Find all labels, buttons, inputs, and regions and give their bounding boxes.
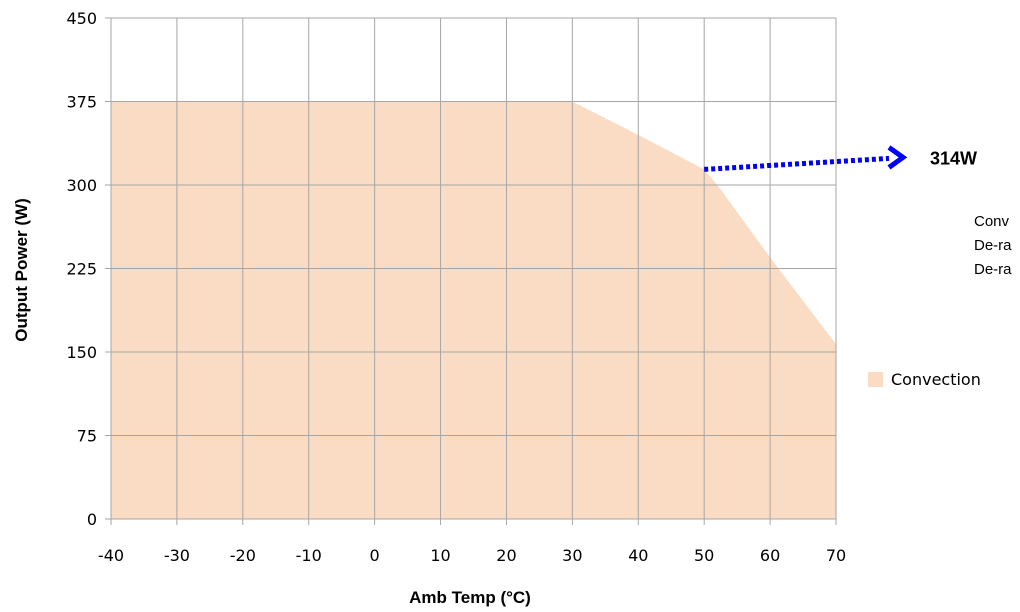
legend-label-convection: Convection bbox=[891, 369, 981, 389]
y-tick-label: 0 bbox=[87, 510, 97, 529]
y-tick-labels: 0 75 150 225 300 375 450 bbox=[66, 9, 97, 529]
legend-swatch-convection bbox=[868, 371, 883, 387]
x-tick-label: -10 bbox=[296, 546, 322, 565]
y-tick-label: 375 bbox=[66, 93, 97, 112]
x-tick-label: 60 bbox=[760, 546, 780, 565]
y-tick-label: 450 bbox=[66, 9, 97, 28]
y-tick-label: 300 bbox=[66, 176, 97, 195]
x-tick-label: -20 bbox=[230, 546, 256, 565]
x-tick-label: 30 bbox=[562, 546, 582, 565]
x-tick-label: -30 bbox=[164, 546, 190, 565]
callout-label: 314W bbox=[930, 148, 977, 168]
x-tick-label: 10 bbox=[430, 546, 450, 565]
x-axis-title: Amb Temp (°C) bbox=[409, 588, 531, 607]
y-tick-label: 75 bbox=[77, 427, 97, 446]
gridlines bbox=[105, 17, 837, 525]
callout: 314W bbox=[704, 145, 977, 172]
x-tick-label: 70 bbox=[826, 546, 846, 565]
x-tick-label: 40 bbox=[628, 546, 648, 565]
x-tick-label: 0 bbox=[370, 546, 380, 565]
note-line-2: De-ra bbox=[974, 237, 1012, 254]
note-line-3: De-ra bbox=[974, 261, 1012, 278]
series-area-convection bbox=[111, 101, 836, 519]
x-tick-label: 20 bbox=[496, 546, 516, 565]
plot-area-layer bbox=[111, 101, 836, 519]
y-tick-label: 225 bbox=[66, 260, 97, 279]
y-tick-label: 150 bbox=[66, 343, 97, 362]
note-line-1: Conv bbox=[974, 213, 1010, 230]
x-tick-label: 50 bbox=[694, 546, 714, 565]
callout-arrow-line bbox=[704, 155, 890, 172]
legend: Convection bbox=[868, 366, 981, 392]
x-tick-labels: -40 -30 -20 -10 0 10 20 30 40 50 60 70 bbox=[98, 546, 846, 565]
callout-arrow-head bbox=[887, 145, 908, 170]
x-tick-label: -40 bbox=[98, 546, 124, 565]
y-axis-title: Output Power (W) bbox=[12, 198, 31, 342]
